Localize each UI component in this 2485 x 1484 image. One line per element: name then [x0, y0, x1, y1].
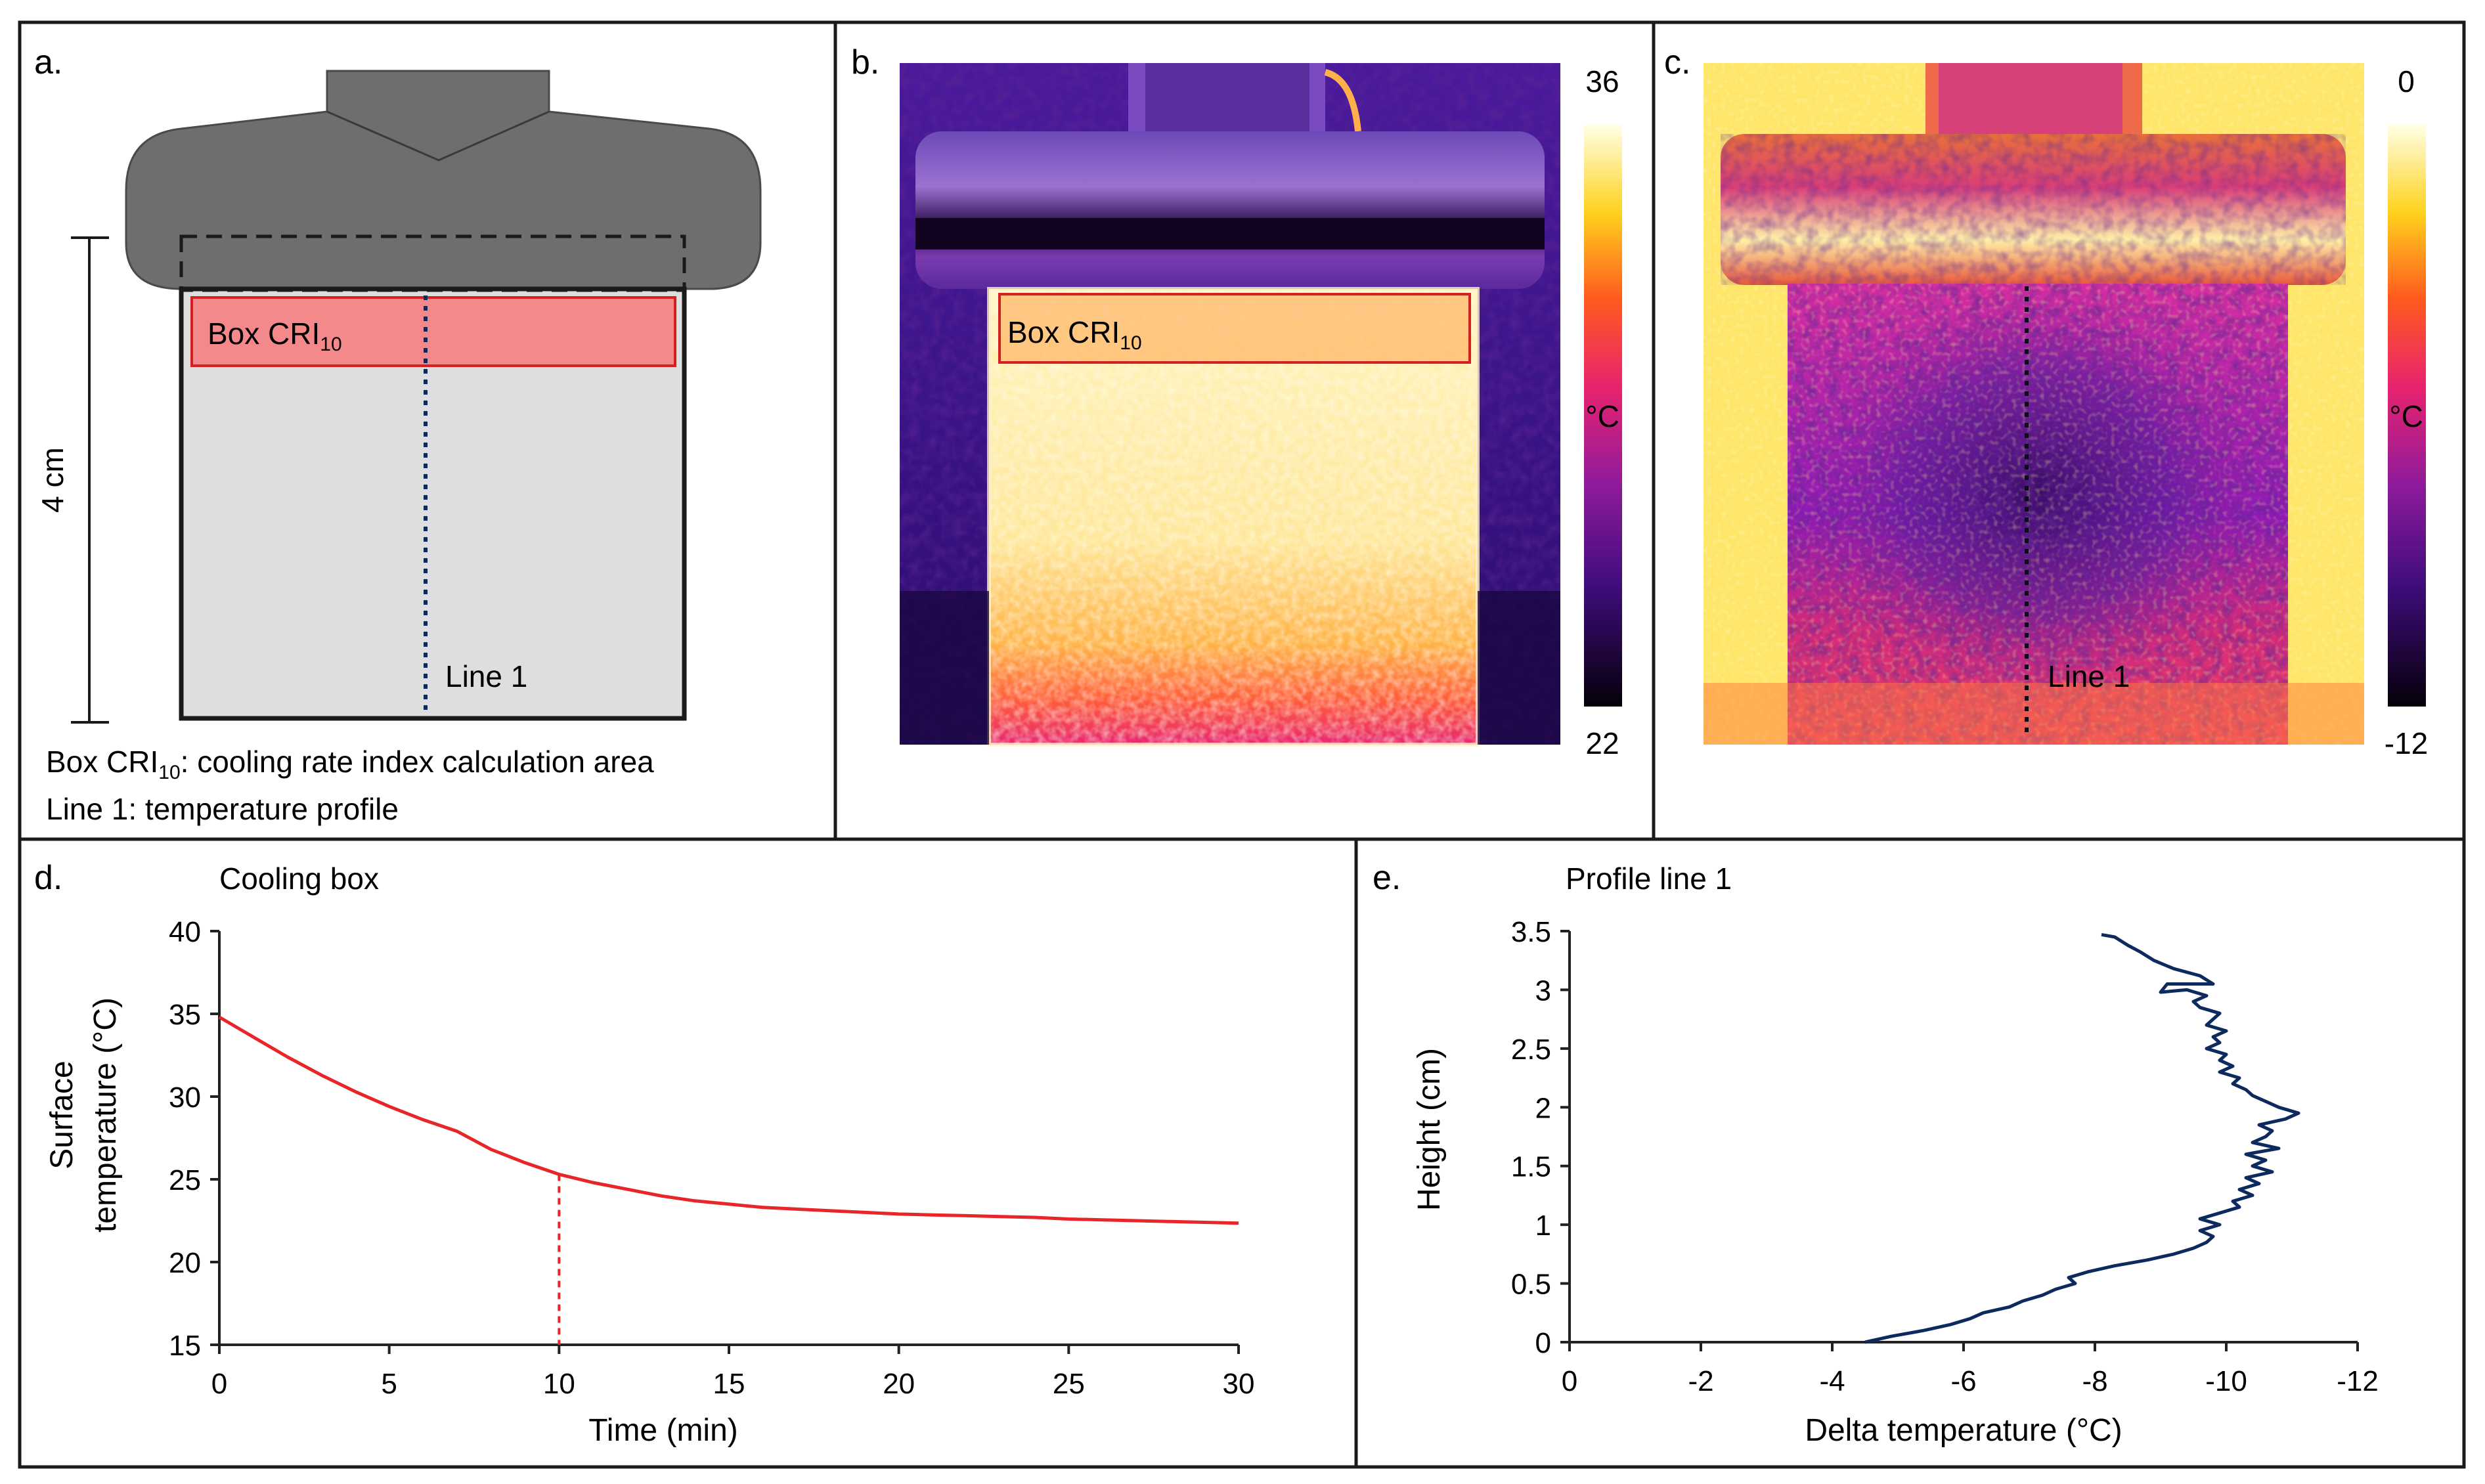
- chart-e-y-tick-label: 3.5: [1511, 916, 1551, 948]
- chart-e-x-tick-label: 0: [1562, 1365, 1577, 1397]
- panel-d-letter: d.: [34, 859, 62, 897]
- sample-holder: [125, 70, 762, 290]
- line-1-label: Line 1: [445, 659, 527, 693]
- chart-d-y-tick-label: 30: [169, 1081, 201, 1114]
- colorbar-c-min: -12: [2385, 726, 2428, 760]
- chart-d-ylabel-line2: temperature (°C): [88, 997, 123, 1233]
- box-cri10-b: [998, 293, 1471, 364]
- chart-d-y-tick-label: 40: [169, 916, 201, 948]
- chart-d-y-tick-label: 25: [169, 1164, 201, 1196]
- chart-e-y-tick-label: 1.5: [1511, 1151, 1551, 1183]
- chart-d-x-tick-label: 30: [1223, 1368, 1255, 1400]
- legend-line-1: Line 1: temperature profile: [46, 792, 399, 826]
- chart-e-y-tick-label: 1: [1535, 1210, 1551, 1242]
- colorbar-c: [2388, 125, 2426, 707]
- chart-e-x-tick-label: -12: [2337, 1365, 2379, 1397]
- chart-e-x-tick-label: -2: [1688, 1365, 1713, 1397]
- thermal-image-b: [900, 63, 1560, 747]
- chart-d-x-tick-label: 20: [883, 1368, 915, 1400]
- chart-e-y-tick-label: 0.5: [1511, 1269, 1551, 1301]
- panel-d: d. Cooling box 0 5 10 15 20 25 30152025303540 …: [34, 859, 1254, 1448]
- chart-e-y-tick-label: 0: [1535, 1327, 1551, 1359]
- chart-e-xlabel: Delta temperature (°C): [1805, 1413, 2122, 1448]
- chart-e-y-tick-label: 2.5: [1511, 1034, 1551, 1066]
- chart-d-y-tick-label: 15: [169, 1330, 201, 1362]
- scale-bar-label: 4 cm: [35, 447, 70, 513]
- chart-e-x-tick-label: -10: [2205, 1365, 2247, 1397]
- colorbar-c-max: 0: [2398, 64, 2415, 98]
- chart-d-xlabel: Time (min): [588, 1413, 738, 1448]
- chart-d-x-tick-label: 25: [1053, 1368, 1085, 1400]
- panel-frames: [18, 20, 2466, 1469]
- chart-d-x-tick-label: 10: [543, 1368, 575, 1400]
- panel-a: a. Box CRI10 Line 1 4 cm Box CRI10: cool…: [34, 43, 762, 826]
- chart-d-y-tick-label: 20: [169, 1247, 201, 1279]
- box-cri10-b-label: Box CRI10: [1007, 315, 1142, 354]
- chart-e-x-tick-label: -6: [1950, 1365, 1976, 1397]
- specimen-hidden-outline: [179, 234, 686, 292]
- chart-d-ylabel: Surface temperature (°C): [45, 997, 123, 1233]
- chart-e-x-tick-label: -8: [2082, 1365, 2107, 1397]
- colorbar-c-unit: °C: [2389, 399, 2423, 433]
- chart-d-title: Cooling box: [219, 862, 379, 896]
- chart-e-y-tick-label: 2: [1535, 1092, 1551, 1124]
- scale-bar: [71, 236, 109, 724]
- chart-d-x-tick-label: 5: [381, 1368, 397, 1400]
- chart-d-ylabel-line1: Surface: [45, 1060, 79, 1169]
- chart-e: 0 -2 -4 -6 -8 -10 -12 0 0.5 1 1.5 2 2.5 3 3.5: [1511, 916, 2379, 1397]
- panel-c: c. Line 1 0 -12 °C: [1664, 43, 2428, 760]
- panel-e-letter: e.: [1373, 859, 1401, 897]
- box-cri10: [190, 296, 676, 367]
- chart-d: 0 5 10 15 20 25 30 15 20 25 30 35 40: [169, 916, 1254, 1400]
- chart-d-y-tick-label: 35: [169, 999, 201, 1031]
- legend-box-cri10: Box CRI10: cooling rate index calculatio…: [46, 745, 654, 783]
- chart-e-title: Profile line 1: [1566, 862, 1732, 896]
- colorbar-b-max: 36: [1585, 64, 1619, 98]
- chart-e-x-tick-label: -4: [1819, 1365, 1845, 1397]
- panel-c-letter: c.: [1664, 43, 1690, 81]
- panel-e: e. Profile line 1 0 -2 -4 -6 -8 -10 -12 0 0.5 1 1.…: [1373, 859, 2379, 1448]
- thermal-image-c: [1704, 63, 2364, 745]
- panel-b: b. Box CRI10 36 22 °C: [851, 43, 1622, 760]
- chart-d-series-line: [218, 1015, 1239, 1225]
- colorbar-b-min: 22: [1585, 726, 1619, 760]
- chart-d-x-tick-label: 15: [713, 1368, 745, 1400]
- panel-a-letter: a.: [34, 43, 62, 81]
- chart-e-y-tick-label: 3: [1535, 974, 1551, 1007]
- colorbar-b-unit: °C: [1585, 399, 1619, 433]
- chart-d-x-tick-label: 0: [211, 1368, 227, 1400]
- box-cri10-label: Box CRI10: [208, 316, 342, 355]
- panel-b-letter: b.: [851, 43, 879, 81]
- line-1-c-label: Line 1: [2048, 659, 2130, 693]
- colorbar-b: [1584, 125, 1622, 707]
- holder-notch: [326, 110, 550, 162]
- chart-e-series-line: [1864, 932, 2300, 1344]
- chart-e-ylabel: Height (cm): [1412, 1048, 1447, 1211]
